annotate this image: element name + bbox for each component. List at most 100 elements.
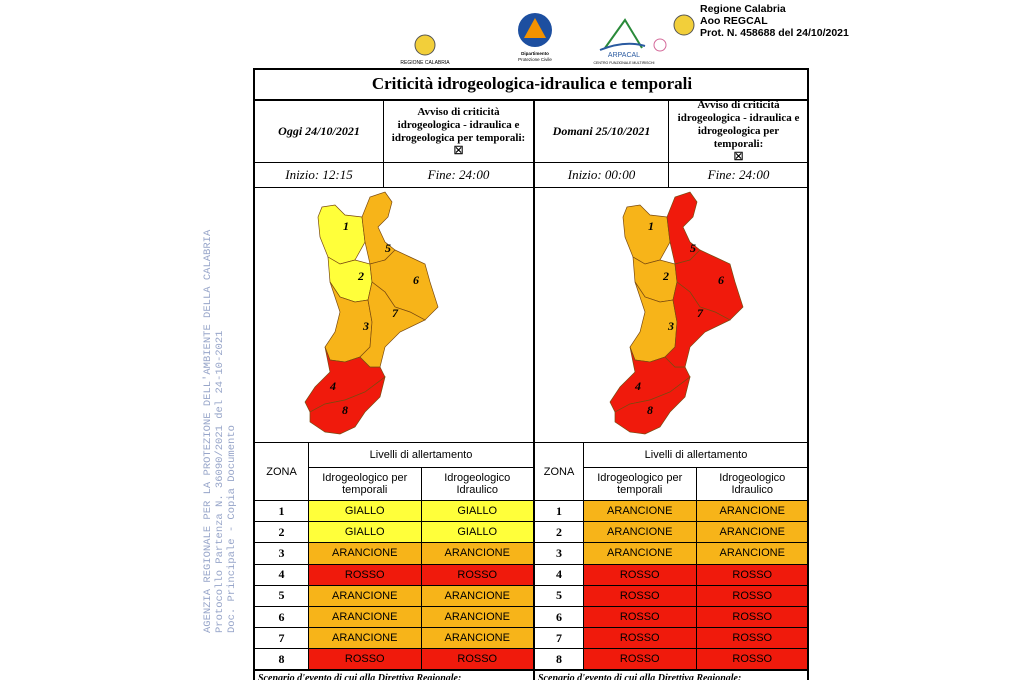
level-cell: ARANCIONE	[695, 521, 807, 544]
level-cell: ROSSO	[695, 606, 807, 629]
map-zone-label: 4	[329, 379, 336, 393]
bulletin: Criticità idrogeologica-idraulica e temp…	[253, 68, 809, 680]
level-cell: ARANCIONE	[420, 627, 534, 650]
level-cell: GIALLO	[308, 521, 422, 544]
logo-triangle	[524, 18, 546, 38]
map: 1 2 3 4 5 6 7 8	[304, 191, 439, 435]
zone-number: 8	[534, 648, 584, 671]
logo-text: CENTRO FUNZIONALE MULTIRISCHI	[594, 61, 655, 65]
zone-header: ZONA	[534, 442, 584, 501]
logo-text: Dipartimento	[521, 51, 549, 56]
logos: REGIONE CALABRIA Dipartimento Protezione…	[400, 3, 849, 66]
checkbox: ☒	[453, 144, 464, 157]
title: Criticità idrogeologica-idraulica e temp…	[255, 70, 807, 100]
map-zone-label: 3	[362, 319, 369, 333]
zone-number: 3	[255, 542, 309, 565]
zone-number: 1	[534, 500, 584, 523]
zone-number: 2	[534, 521, 584, 544]
logo-regione	[414, 34, 436, 56]
column-header: Idrogeologico per temporali	[308, 467, 422, 501]
logo-arpacal	[599, 42, 646, 51]
map-zone-label: 6	[718, 273, 724, 287]
watermark-line: Protocollo Partenza N. 36090/2021 del 24…	[214, 330, 226, 633]
level-cell: ROSSO	[420, 648, 534, 671]
map: 1 2 3 4 5 6 7 8	[609, 191, 744, 435]
logo-small	[653, 38, 667, 52]
avviso: Avviso di criticità idrogeologica - idra…	[383, 100, 534, 163]
footer: Scenario d'evento di cui alla Direttiva …	[534, 669, 807, 680]
level-cell: ARANCIONE	[695, 500, 807, 523]
footer: Scenario d'evento di cui alla Direttiva …	[255, 669, 534, 680]
map-zone-label: 6	[413, 273, 419, 287]
level-cell: ROSSO	[420, 563, 534, 586]
zone-number: 2	[255, 521, 309, 544]
map-zone	[359, 281, 426, 368]
map-zone-label: 8	[342, 403, 348, 417]
level-cell: ROSSO	[583, 606, 697, 629]
map-zone	[614, 376, 691, 435]
map-zone	[664, 281, 731, 368]
level-cell: ARANCIONE	[583, 521, 697, 544]
level-cell: ROSSO	[583, 584, 697, 607]
zone-number: 7	[534, 627, 584, 650]
level-cell: ARANCIONE	[308, 627, 422, 650]
level-cell: ARANCIONE	[420, 584, 534, 607]
level-cell: ROSSO	[308, 563, 422, 586]
zone-number: 8	[255, 648, 309, 671]
map-zone	[309, 376, 386, 435]
level-cell: ARANCIONE	[420, 542, 534, 565]
map-zone-label: 2	[357, 269, 364, 283]
map-zone	[361, 191, 396, 265]
levels-header: Livelli di allertamento	[583, 442, 807, 468]
avviso-text: Avviso di criticità idrogeologica - idra…	[677, 99, 800, 150]
column-header: Idrogeologico per temporali	[583, 467, 697, 501]
date: Domani 25/10/2021	[534, 100, 669, 163]
zone-number: 6	[534, 606, 584, 629]
avviso-text: Avviso di criticità idrogeologica - idra…	[391, 105, 526, 144]
column-header: Idrogeologico Idraulico	[420, 467, 534, 501]
map-zone-label: 1	[343, 219, 349, 233]
level-cell: ROSSO	[308, 648, 422, 671]
map-zone-label: 1	[648, 219, 654, 233]
level-cell: GIALLO	[308, 500, 422, 523]
level-cell: ARANCIONE	[695, 542, 807, 565]
level-cell: ARANCIONE	[308, 542, 422, 565]
logo-arpacal	[604, 18, 643, 49]
stamp-logo	[673, 14, 695, 36]
stamp-text: Prot. N. 458688 del 24/10/2021	[700, 27, 849, 39]
levels-header: Livelli di allertamento	[308, 442, 534, 468]
map-zone-label: 3	[667, 319, 674, 333]
map-zone-label: 8	[647, 403, 653, 417]
map-zone-label: 7	[697, 306, 704, 320]
map-zone	[317, 204, 366, 265]
avviso: Avviso di criticità idrogeologica - idra…	[668, 99, 807, 163]
level-cell: GIALLO	[420, 500, 534, 523]
checkbox: ☒	[733, 151, 744, 163]
zone-header: ZONA	[255, 442, 309, 501]
stamp-text: Aoo REGCAL	[700, 15, 768, 27]
map-zone-label: 2	[662, 269, 669, 283]
end-time: Fine: 24:00	[383, 162, 534, 188]
map-zone-label: 7	[392, 306, 399, 320]
zone-number: 7	[255, 627, 309, 650]
watermark: AGENZIA REGIONALE PER LA PROTEZIONE DELL…	[202, 229, 238, 633]
zone-number: 6	[255, 606, 309, 629]
stamp-text: Regione Calabria	[700, 3, 786, 15]
level-cell: ARANCIONE	[420, 606, 534, 629]
level-cell: ROSSO	[583, 563, 697, 586]
end-time: Fine: 24:00	[668, 162, 807, 188]
level-cell: ROSSO	[583, 648, 697, 671]
start-time: Inizio: 00:00	[534, 162, 669, 188]
map-zone-label: 5	[385, 241, 391, 255]
zone-number: 3	[534, 542, 584, 565]
map-zone	[622, 204, 671, 265]
level-cell: ROSSO	[695, 584, 807, 607]
column-header: Idrogeologico Idraulico	[695, 467, 807, 501]
watermark-line: Doc. Principale - Copia Documento	[226, 425, 238, 633]
map-zone-label: 5	[690, 241, 696, 255]
zone-number: 4	[255, 563, 309, 586]
watermark-line: AGENZIA REGIONALE PER LA PROTEZIONE DELL…	[202, 229, 214, 633]
level-cell: ARANCIONE	[308, 606, 422, 629]
level-cell: ROSSO	[695, 563, 807, 586]
